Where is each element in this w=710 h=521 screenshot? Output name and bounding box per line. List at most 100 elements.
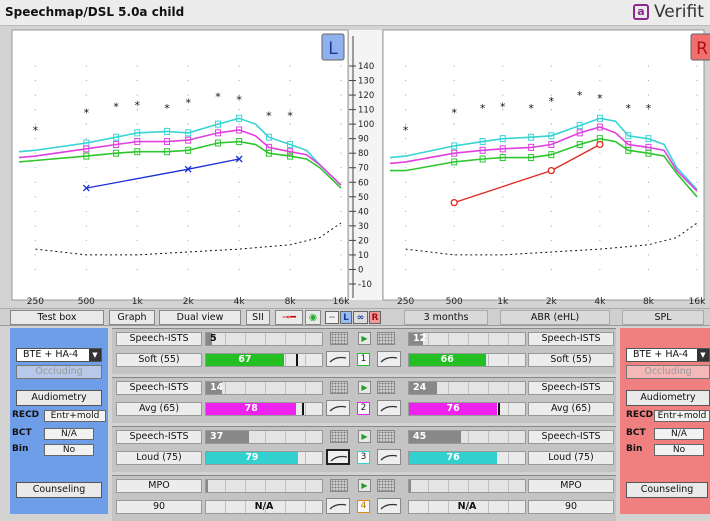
- grid-dot: [696, 268, 698, 271]
- ucl-marker: *: [480, 102, 486, 115]
- level-right-2[interactable]: Avg (65): [528, 402, 614, 416]
- grid-icon[interactable]: [330, 381, 348, 394]
- curve-shape-icon: [329, 405, 347, 412]
- left-vent-button[interactable]: Occluding: [16, 365, 102, 379]
- level-left-1[interactable]: Soft (55): [116, 353, 202, 367]
- target-marker: [164, 138, 171, 146]
- grid-dot: [550, 65, 552, 67]
- speechmap-chart[interactable]: 1401301201101009080706050403020100-10250…: [0, 26, 710, 308]
- play-icon[interactable]: ▶: [358, 381, 371, 394]
- x-tick-label: 500: [446, 297, 463, 307]
- graph-button[interactable]: Graph: [109, 310, 155, 325]
- grid-icon[interactable]: [377, 430, 395, 443]
- right-bct-value[interactable]: N/A: [654, 428, 704, 440]
- left-bin-label: Bin: [12, 444, 29, 454]
- grid-icon[interactable]: [377, 332, 395, 345]
- grid-icon[interactable]: [330, 479, 348, 492]
- signal-right-4[interactable]: MPO: [528, 479, 614, 493]
- grid-dot: [550, 152, 552, 154]
- target-marker: [596, 123, 603, 131]
- grid-dot: [696, 94, 698, 96]
- signal-left-4[interactable]: MPO: [116, 479, 202, 493]
- right-counseling-button[interactable]: Counseling: [626, 482, 708, 498]
- signal-right-2[interactable]: Speech-ISTS: [528, 381, 614, 395]
- curve-shape-icon: [329, 356, 347, 363]
- grid-dot: [238, 167, 240, 169]
- signal-left-2[interactable]: Speech-ISTS: [116, 381, 202, 395]
- left-ear-button[interactable]: L: [340, 311, 352, 324]
- left-instrument-value: BTE + HA-4: [23, 349, 79, 360]
- level-left-3[interactable]: Loud (75): [116, 451, 202, 465]
- grid-dot: [34, 196, 36, 198]
- curve-right-icon[interactable]: [377, 449, 401, 465]
- signal-left-3[interactable]: Speech-ISTS: [116, 430, 202, 444]
- grid-dot: [550, 79, 552, 82]
- x-tick-label: 1k: [497, 297, 509, 307]
- ucl-marker: *: [113, 101, 119, 114]
- sii-fill: [206, 480, 209, 492]
- left-bin-value[interactable]: No: [44, 444, 94, 456]
- level-right-1[interactable]: Soft (55): [528, 353, 614, 367]
- test-number-4[interactable]: 4: [357, 500, 370, 513]
- right-ear-button[interactable]: R: [369, 311, 381, 324]
- sii-button[interactable]: SII: [246, 310, 270, 325]
- left-counseling-button[interactable]: Counseling: [16, 482, 102, 498]
- grid-dot: [502, 254, 504, 256]
- curve-left-icon[interactable]: [326, 498, 350, 514]
- status-icon[interactable]: ◉: [305, 310, 321, 325]
- grid-icon[interactable]: [377, 479, 395, 492]
- both-ears-button[interactable]: ∞: [353, 311, 368, 324]
- right-instrument-select[interactable]: BTE + HA-4 ▼: [626, 348, 710, 362]
- signal-right-3[interactable]: Speech-ISTS: [528, 430, 614, 444]
- level-left-4[interactable]: 90: [116, 500, 202, 514]
- grid-dot: [136, 268, 138, 271]
- dual-view-button[interactable]: Dual view: [159, 310, 241, 325]
- grid-dot: [550, 196, 552, 198]
- grid-icon[interactable]: [330, 332, 348, 345]
- grid-dot: [647, 239, 650, 241]
- curve-right-icon[interactable]: [377, 498, 401, 514]
- right-recd-value[interactable]: Entr+mold: [654, 410, 710, 422]
- target-marker: [499, 135, 506, 143]
- test-number-2[interactable]: 2: [357, 402, 370, 415]
- grid-dot: [647, 94, 650, 96]
- target-marker: [451, 149, 458, 157]
- right-bin-value[interactable]: No: [654, 444, 704, 456]
- grid-icon[interactable]: [377, 381, 395, 394]
- test-number-1[interactable]: 1: [357, 353, 370, 366]
- grid-dot: [85, 196, 87, 198]
- grid-dot: [289, 65, 291, 67]
- level-right-4[interactable]: 90: [528, 500, 614, 514]
- level-left-2[interactable]: Avg (65): [116, 402, 202, 416]
- left-audiometry-button[interactable]: Audiometry: [16, 390, 102, 406]
- grid-dot: [696, 239, 698, 241]
- minus-button[interactable]: −: [325, 311, 339, 324]
- level-right-3[interactable]: Loud (75): [528, 451, 614, 465]
- sii-bar-r-1: 12: [408, 332, 526, 346]
- play-icon[interactable]: ▶: [358, 479, 371, 492]
- right-vent-button[interactable]: Occluding: [626, 365, 710, 379]
- right-audiometry-button[interactable]: Audiometry: [626, 390, 710, 406]
- test-number-3[interactable]: 3: [357, 451, 370, 464]
- signal-right-1[interactable]: Speech-ISTS: [528, 332, 614, 346]
- left-bct-value[interactable]: N/A: [44, 428, 94, 440]
- grid-dot: [502, 196, 504, 198]
- curve-left-icon[interactable]: [326, 400, 350, 416]
- grid-dot: [599, 79, 601, 82]
- curve-right-icon[interactable]: [377, 400, 401, 416]
- curve-right-icon[interactable]: [377, 351, 401, 367]
- left-instrument-select[interactable]: BTE + HA-4 ▼: [16, 348, 102, 362]
- test-box-button[interactable]: Test box: [10, 310, 104, 325]
- left-recd-value[interactable]: Entr+mold: [44, 410, 106, 422]
- speech-level-bar-l-3: 79: [205, 451, 323, 465]
- probe-icon[interactable]: ⊸━: [275, 310, 303, 325]
- signal-left-1[interactable]: Speech-ISTS: [116, 332, 202, 346]
- curve-left-icon[interactable]: [326, 449, 350, 465]
- play-icon[interactable]: ▶: [358, 332, 371, 345]
- target-marker: [287, 152, 294, 160]
- grid-icon[interactable]: [330, 430, 348, 443]
- curve-left-icon[interactable]: [326, 351, 350, 367]
- grid-dot: [405, 225, 407, 227]
- age-label: 3 months: [404, 310, 488, 325]
- play-icon[interactable]: ▶: [358, 430, 371, 443]
